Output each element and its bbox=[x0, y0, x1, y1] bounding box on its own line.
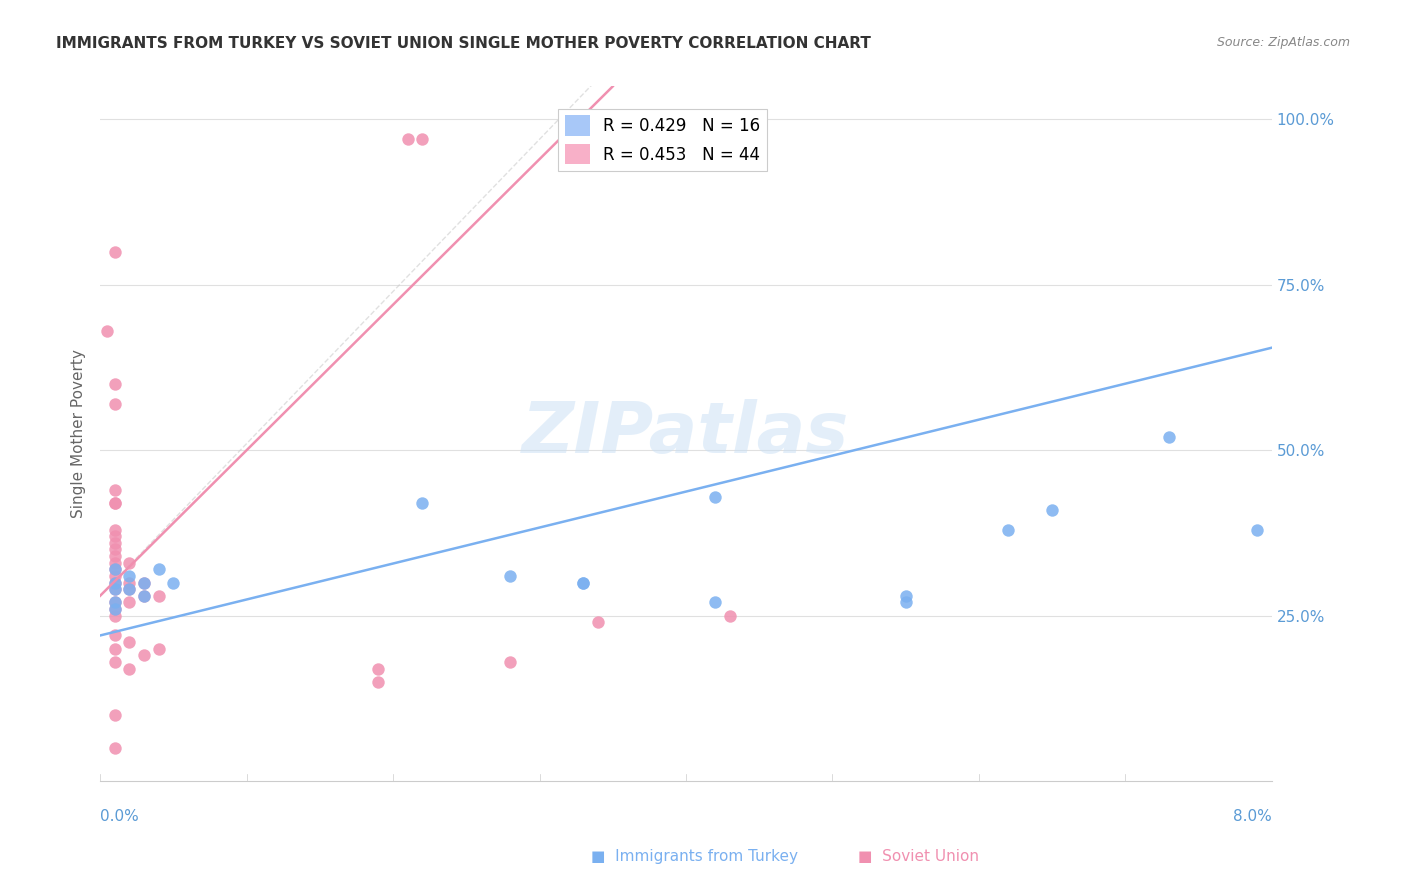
Point bbox=[396, 132, 419, 146]
Point bbox=[118, 582, 141, 596]
Point bbox=[104, 397, 127, 411]
Y-axis label: Single Mother Poverty: Single Mother Poverty bbox=[72, 350, 86, 518]
Point bbox=[1040, 502, 1063, 516]
Point bbox=[104, 556, 127, 570]
Point bbox=[118, 661, 141, 675]
Point bbox=[104, 549, 127, 563]
Text: ■  Soviet Union: ■ Soviet Union bbox=[858, 849, 979, 863]
Text: ■  Immigrants from Turkey: ■ Immigrants from Turkey bbox=[591, 849, 797, 863]
Point bbox=[104, 602, 127, 616]
Point bbox=[118, 556, 141, 570]
Point bbox=[411, 496, 433, 510]
Point bbox=[104, 655, 127, 669]
Point bbox=[499, 569, 522, 583]
Point bbox=[104, 582, 127, 596]
Point bbox=[718, 608, 741, 623]
Point bbox=[704, 595, 727, 609]
Legend: R = 0.429   N = 16, R = 0.453   N = 44: R = 0.429 N = 16, R = 0.453 N = 44 bbox=[558, 109, 768, 171]
Point bbox=[104, 595, 127, 609]
Point bbox=[894, 589, 917, 603]
Point bbox=[118, 569, 141, 583]
Point bbox=[104, 608, 127, 623]
Text: 8.0%: 8.0% bbox=[1233, 809, 1272, 824]
Point bbox=[586, 615, 609, 630]
Point bbox=[148, 562, 170, 576]
Point bbox=[132, 575, 155, 590]
Point bbox=[367, 674, 389, 689]
Point bbox=[104, 740, 127, 755]
Point bbox=[104, 628, 127, 642]
Point bbox=[104, 483, 127, 497]
Point bbox=[104, 536, 127, 550]
Point bbox=[132, 648, 155, 663]
Point bbox=[104, 582, 127, 596]
Point bbox=[104, 575, 127, 590]
Point bbox=[367, 661, 389, 675]
Point bbox=[104, 575, 127, 590]
Point bbox=[118, 575, 141, 590]
Point bbox=[132, 575, 155, 590]
Point bbox=[104, 244, 127, 259]
Point bbox=[997, 523, 1019, 537]
Point bbox=[132, 589, 155, 603]
Point bbox=[104, 529, 127, 543]
Point bbox=[118, 595, 141, 609]
Point bbox=[104, 496, 127, 510]
Point bbox=[132, 589, 155, 603]
Point bbox=[162, 575, 184, 590]
Point bbox=[104, 542, 127, 557]
Point bbox=[104, 562, 127, 576]
Point bbox=[118, 582, 141, 596]
Point bbox=[104, 562, 127, 576]
Point bbox=[572, 575, 595, 590]
Point bbox=[104, 523, 127, 537]
Text: ZIPatlas: ZIPatlas bbox=[522, 400, 849, 468]
Point bbox=[104, 641, 127, 656]
Text: IMMIGRANTS FROM TURKEY VS SOVIET UNION SINGLE MOTHER POVERTY CORRELATION CHART: IMMIGRANTS FROM TURKEY VS SOVIET UNION S… bbox=[56, 36, 872, 51]
Point bbox=[104, 602, 127, 616]
Point bbox=[1159, 430, 1181, 444]
Point bbox=[118, 635, 141, 649]
Point bbox=[104, 595, 127, 609]
Point bbox=[104, 377, 127, 392]
Point bbox=[104, 569, 127, 583]
Point bbox=[96, 324, 118, 338]
Point bbox=[704, 490, 727, 504]
Text: Source: ZipAtlas.com: Source: ZipAtlas.com bbox=[1216, 36, 1350, 49]
Point bbox=[499, 655, 522, 669]
Point bbox=[572, 575, 595, 590]
Text: 0.0%: 0.0% bbox=[100, 809, 139, 824]
Point bbox=[148, 641, 170, 656]
Point bbox=[104, 496, 127, 510]
Point bbox=[411, 132, 433, 146]
Point bbox=[1246, 523, 1268, 537]
Point bbox=[148, 589, 170, 603]
Point bbox=[104, 707, 127, 722]
Point bbox=[894, 595, 917, 609]
